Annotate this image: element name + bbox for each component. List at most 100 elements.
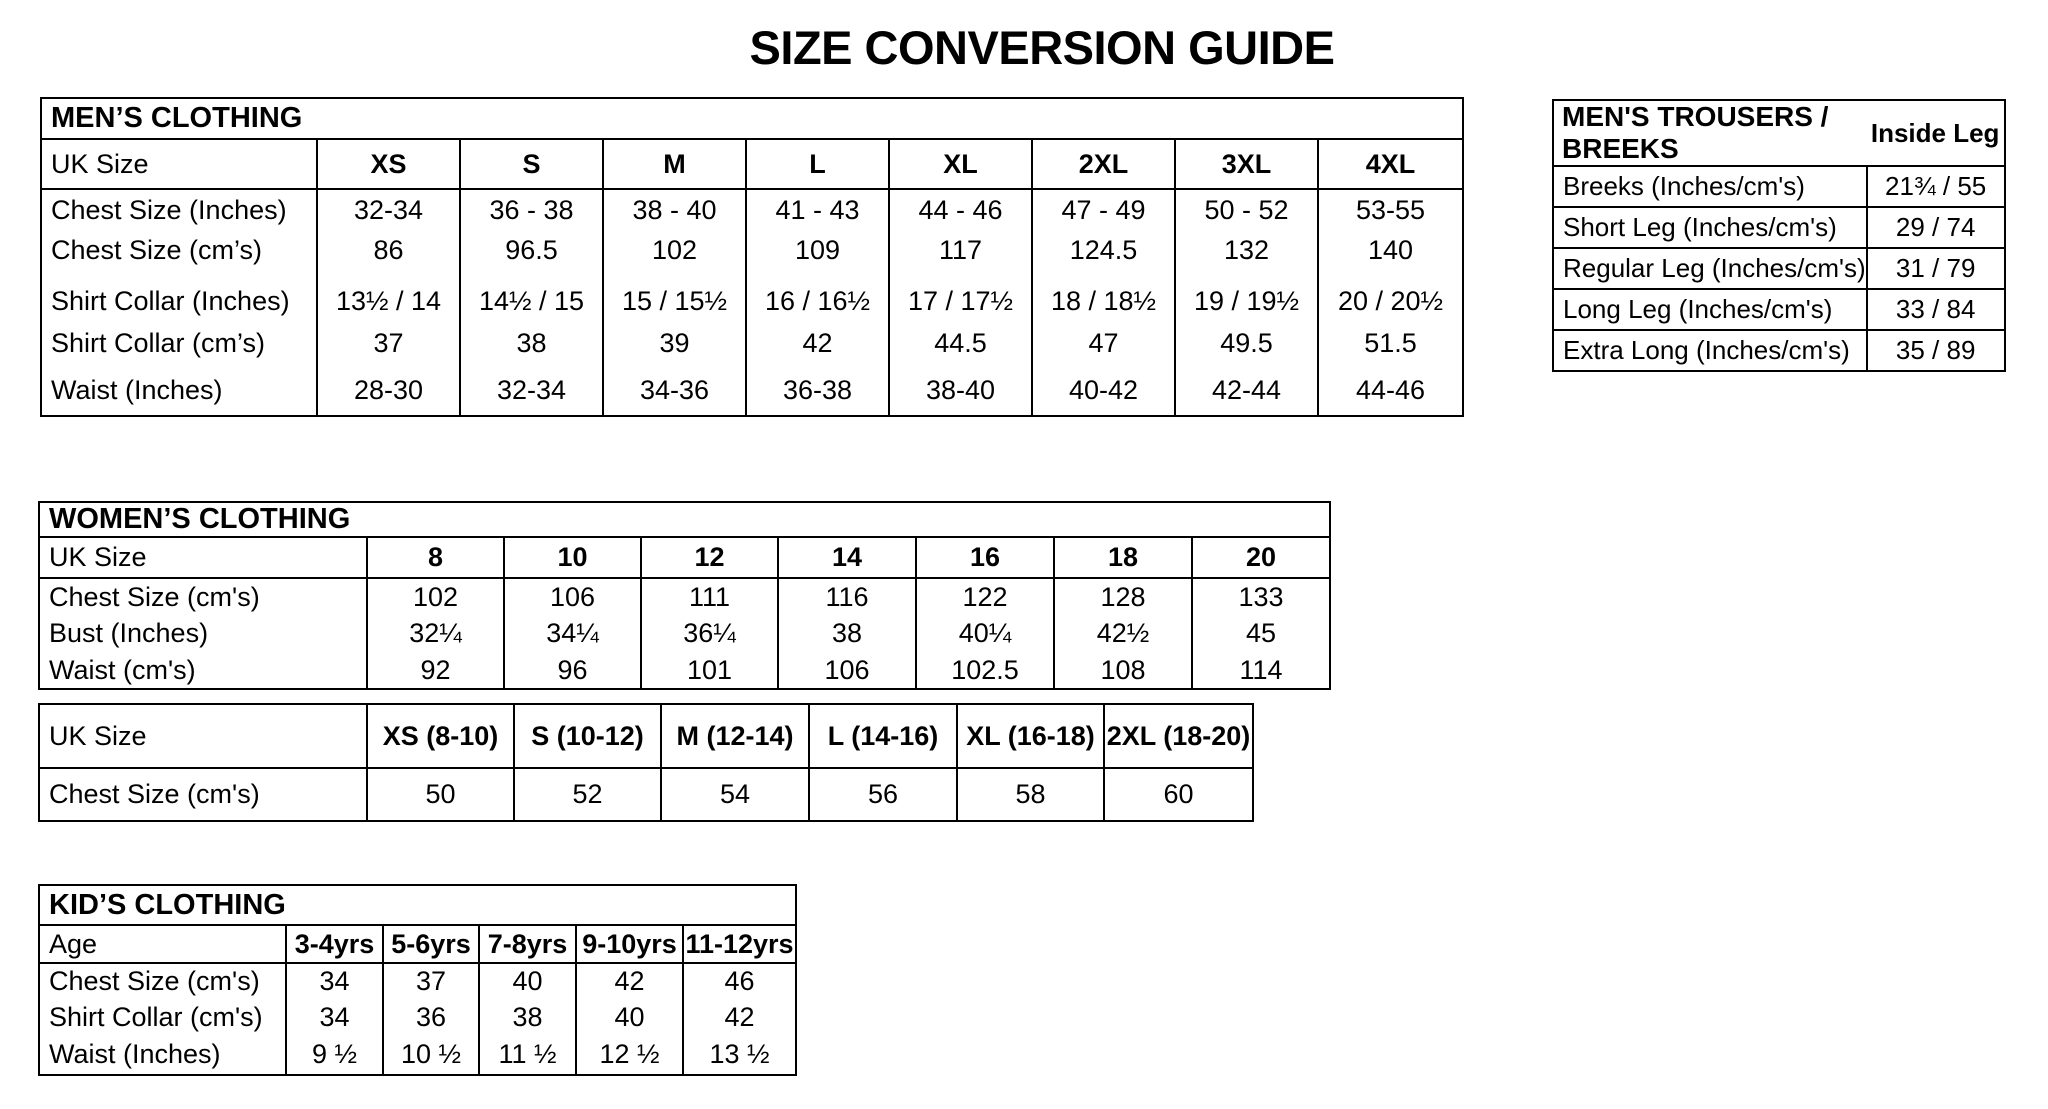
- row-label: Chest Size (cm's): [49, 966, 260, 996]
- value-cell: 35 / 89: [1865, 330, 2005, 372]
- size-header-cell: 10: [503, 537, 641, 579]
- size-header-cell: 2XL (18-20): [1103, 704, 1253, 769]
- value-cell: 133: [1191, 578, 1330, 615]
- value-cell: 38: [459, 321, 603, 365]
- value-cell: 32¼: [366, 615, 504, 652]
- value-cell: 53-55: [1317, 189, 1463, 231]
- row-label: Breeks (Inches/cm's): [1553, 166, 1867, 209]
- value-cell: 102: [602, 231, 746, 270]
- value-cell: 33 / 84: [1865, 289, 2005, 332]
- value-cell: 40: [478, 963, 576, 999]
- table-title: WOMEN’S CLOTHING: [39, 502, 1330, 538]
- value-cell: 132: [1174, 231, 1318, 270]
- value-cell: 42: [682, 999, 796, 1035]
- value-cell: 17 / 17½: [888, 270, 1032, 321]
- womens-clothing-table: WOMEN’S CLOTHING UK Size 8 10 12 14 16 18 20 Ches…: [38, 501, 1331, 690]
- value-cell: 58: [956, 768, 1104, 821]
- value-cell: 34¼: [503, 615, 641, 652]
- table-title: MEN’S CLOTHING: [41, 98, 1463, 140]
- row-label: Extra Long (Inches/cm's): [1563, 335, 1850, 366]
- kids-clothing-table: KID’S CLOTHING Age 3-4yrs 5-6yrs 7-8yrs 9-10y…: [38, 884, 797, 1076]
- size-header-cell: 3-4yrs: [285, 925, 383, 964]
- mens-trousers-breeks-table: MEN'S TROUSERS / BREEKS Inside Leg Breeks …: [1552, 99, 2006, 373]
- value-cell: 42: [745, 321, 889, 365]
- row-label: Short Leg (Inches/cm's): [1553, 207, 1867, 250]
- page-title: SIZE CONVERSION GUIDE: [749, 21, 1335, 74]
- value-cell: 40: [575, 999, 683, 1035]
- value-cell: 44 - 46: [888, 189, 1032, 231]
- value-cell: 60: [1103, 768, 1253, 821]
- value-cell: 50 - 52: [1174, 189, 1318, 231]
- value-cell: 45: [1191, 615, 1330, 652]
- table-title: KID’S CLOTHING: [39, 885, 796, 926]
- value-cell: 54: [660, 768, 809, 821]
- value-cell: 38: [777, 615, 916, 652]
- row-label: UK Size: [39, 537, 367, 579]
- size-header-cell: 3XL: [1174, 139, 1318, 190]
- value-cell: 49.5: [1174, 321, 1318, 365]
- value-cell: 114: [1191, 652, 1330, 689]
- size-header-cell: 14: [777, 537, 916, 579]
- value-cell: 38-40: [888, 365, 1032, 416]
- size-header-cell: XL: [888, 139, 1032, 190]
- value-cell: 34: [285, 999, 383, 1035]
- size-header-cell: 18: [1053, 537, 1192, 579]
- value-cell: 18 / 18½: [1031, 270, 1175, 321]
- size-header-cell: 9-10yrs: [575, 925, 683, 964]
- value-cell: 96.5: [459, 231, 603, 270]
- row-label: Chest Size (cm's): [49, 581, 260, 612]
- size-header-cell: 2XL: [1031, 139, 1175, 190]
- size-header-cell: 5-6yrs: [382, 925, 479, 964]
- row-label: Chest Size (cm's): [49, 779, 260, 809]
- row-label: Waist (Inches): [51, 374, 223, 405]
- value-cell: 38 - 40: [602, 189, 746, 231]
- value-cell: 117: [888, 231, 1032, 270]
- table-title: MEN'S TROUSERS / BREEKS: [1553, 100, 1867, 168]
- value-cell: 28-30: [316, 365, 460, 416]
- value-cell: 37: [382, 963, 479, 999]
- value-cell: 36 - 38: [459, 189, 603, 231]
- size-header-cell: L (14-16): [808, 704, 957, 769]
- value-cell: 36-38: [745, 365, 889, 416]
- row-label: Long Leg (Inches/cm's): [1553, 289, 1867, 332]
- size-header-cell: L: [745, 139, 889, 190]
- value-cell: 13½ / 14: [316, 270, 460, 321]
- size-header-cell: XL (16-18): [956, 704, 1104, 769]
- value-cell: 44-46: [1317, 365, 1463, 416]
- row-label: Waist (Inches): [49, 1039, 221, 1069]
- size-header-cell: 11-12yrs: [682, 925, 796, 964]
- value-cell: 41 - 43: [745, 189, 889, 231]
- value-cell: 36: [382, 999, 479, 1035]
- size-header-cell: 16: [915, 537, 1054, 579]
- size-header-cell: 7-8yrs: [478, 925, 576, 964]
- size-header-cell: XS: [316, 139, 460, 190]
- value-cell: 56: [808, 768, 957, 821]
- size-header-cell: M: [602, 139, 746, 190]
- value-cell: 38: [478, 999, 576, 1035]
- value-cell: 106: [777, 652, 916, 689]
- value-cell: 13 ½: [682, 1035, 796, 1075]
- row-label: Regular Leg (Inches/cm's): [1553, 248, 1867, 291]
- value-cell: 128: [1053, 578, 1192, 615]
- size-header-cell: 20: [1191, 537, 1330, 579]
- value-cell: 11 ½: [478, 1035, 576, 1075]
- value-cell: 34-36: [602, 365, 746, 416]
- value-cell: 34: [285, 963, 383, 999]
- value-cell: 47 - 49: [1031, 189, 1175, 231]
- value-cell: 44.5: [888, 321, 1032, 365]
- row-label: Shirt Collar (cm's): [49, 1001, 263, 1032]
- size-header-cell: 4XL: [1317, 139, 1463, 190]
- value-cell: 40-42: [1031, 365, 1175, 416]
- value-cell: 14½ / 15: [459, 270, 603, 321]
- value-cell: 92: [366, 652, 504, 689]
- value-cell: 9 ½: [285, 1035, 383, 1075]
- row-label: UK Size: [41, 139, 317, 190]
- value-cell: 19 / 19½: [1174, 270, 1318, 321]
- value-cell: 50: [366, 768, 514, 821]
- value-cell: 52: [513, 768, 661, 821]
- row-label: Waist (cm's): [49, 654, 196, 685]
- value-cell: 10 ½: [382, 1035, 479, 1075]
- size-header-cell: 8: [366, 537, 504, 579]
- value-cell: 31 / 79: [1865, 248, 2005, 291]
- size-header-cell: S: [459, 139, 603, 190]
